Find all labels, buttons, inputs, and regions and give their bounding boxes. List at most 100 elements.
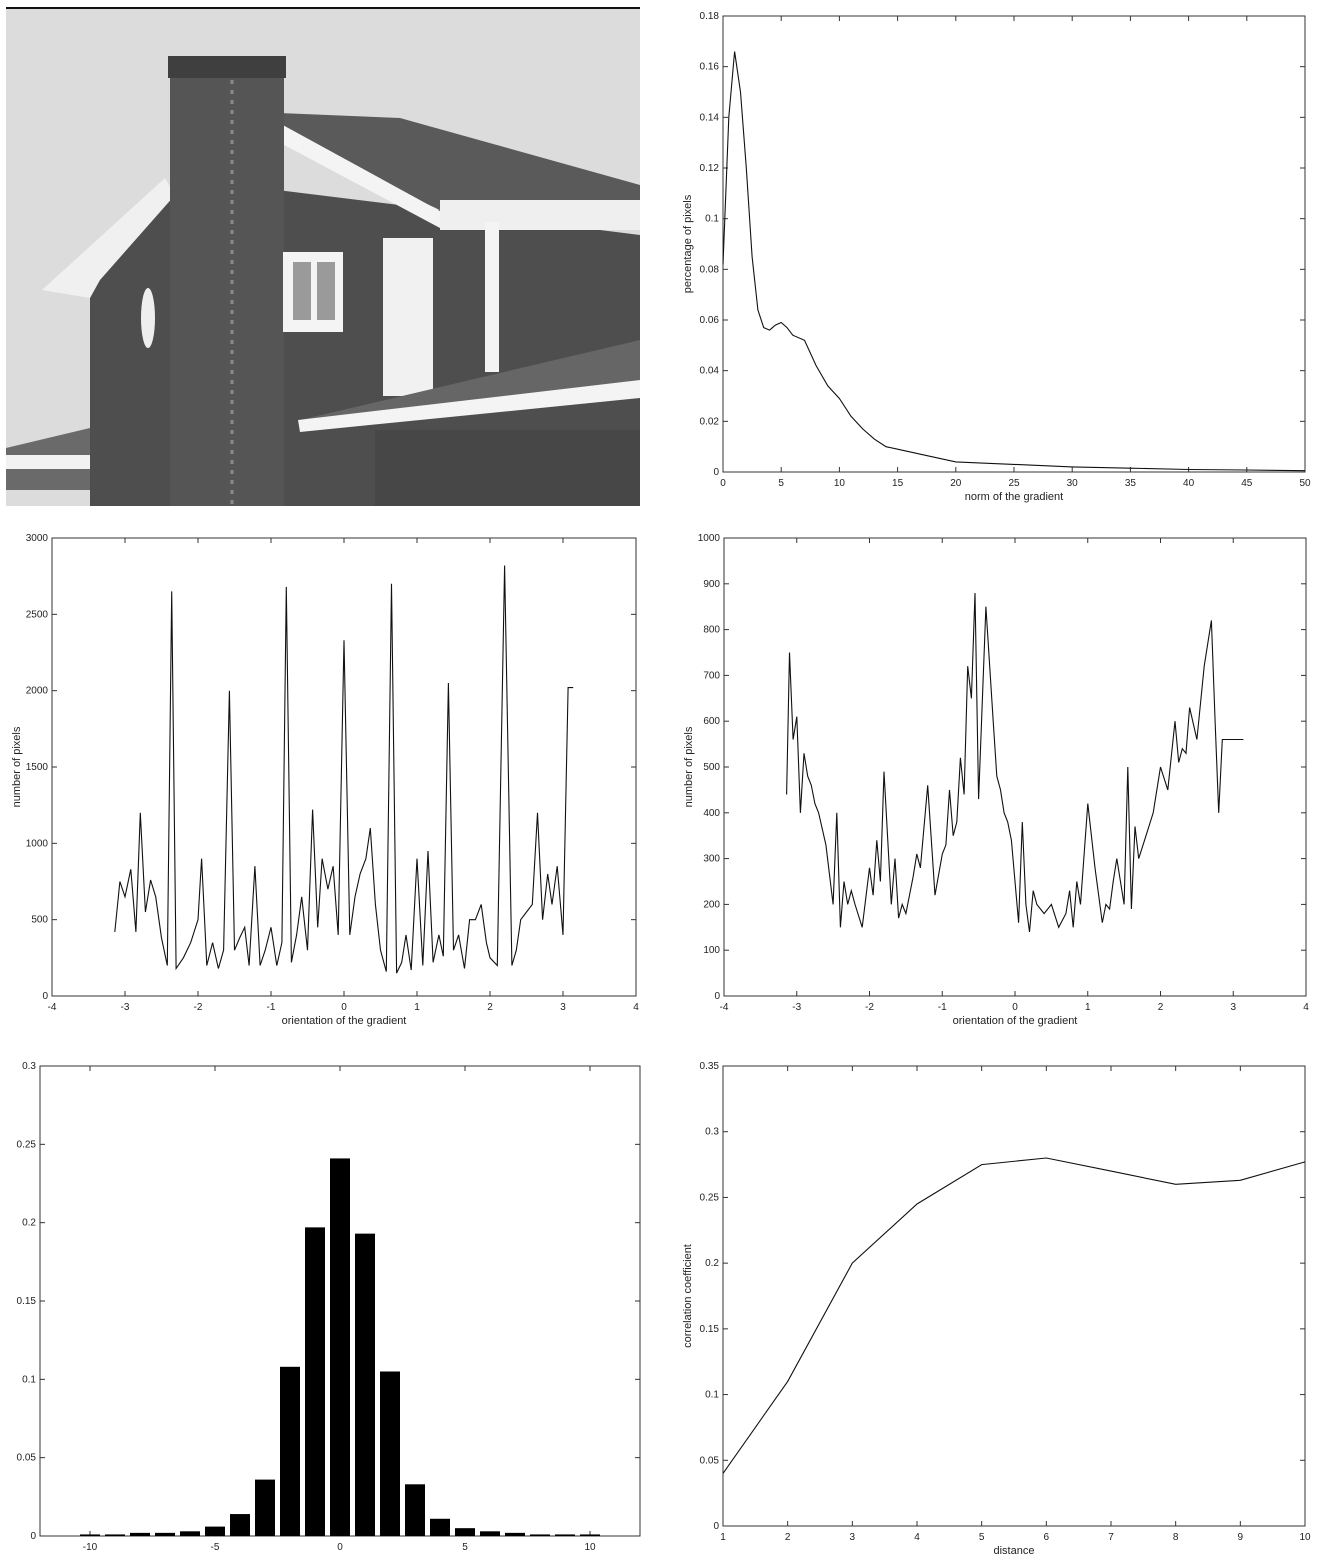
white-door [383,238,433,396]
downspout [485,222,499,372]
series-line [786,592,1244,932]
y-tick-label: 0.05 [700,1455,720,1466]
y-tick-label: 1500 [26,762,49,773]
x-tick-label: 4 [633,1002,639,1013]
y-tick-label: 0.12 [700,163,720,174]
x-tick-label: 9 [1238,1532,1244,1543]
x-tick-label: 1 [414,1002,420,1013]
y-axis-label: correlation coefficient [682,1244,694,1348]
x-tick-label: -1 [938,1002,947,1013]
y-tick-label: 0.2 [22,1218,36,1229]
x-tick-label: -5 [211,1542,220,1553]
bar [480,1531,500,1536]
x-tick-label: -3 [121,1002,130,1013]
x-axis-label: orientation of the gradient [953,1015,1078,1027]
y-tick-label: 700 [703,670,720,681]
y-tick-label: 1000 [698,533,721,544]
x-tick-label: 2 [1158,1002,1164,1013]
x-tick-label: -4 [720,1002,729,1013]
y-tick-label: 600 [703,716,720,727]
x-tick-label: -10 [83,1542,98,1553]
x-tick-label: -2 [194,1002,203,1013]
plot-frame [723,537,1307,997]
x-tick-label: 2 [785,1532,791,1543]
x-tick-label: -1 [267,1002,276,1013]
y-tick-label: 0.1 [705,1390,719,1401]
y-tick-label: 500 [31,915,48,926]
y-tick-label: 500 [703,762,720,773]
bar [330,1158,350,1536]
x-tick-label: 50 [1299,478,1311,489]
y-tick-label: 0.02 [700,416,720,427]
bar [230,1514,250,1536]
x-tick-label: 0 [337,1542,343,1553]
x-tick-label: 1 [1085,1002,1091,1013]
y-tick-label: 0.18 [700,11,720,22]
y-tick-label: 0.15 [700,1324,720,1335]
x-tick-label: 4 [1303,1002,1309,1013]
y-tick-label: 0.04 [700,366,720,377]
chart-correlation-coefficient: 1 2 3 4 5 6 7 8 9 10 0 0.05 0.1 0.15 0.2 0.25 0.3 0.35 dis… [682,1061,1311,1556]
chart-difference-histogram: -10 -5 0 5 10 0 0.05 0.1 0.15 0.2 0.25 0.3 [17,1061,641,1553]
y-tick-label: 1000 [26,838,49,849]
y-tick-label: 0.1 [22,1374,36,1385]
y-tick-label: 900 [703,579,720,590]
y-tick-label: 400 [703,808,720,819]
y-tick-label: 0.35 [700,1061,720,1072]
x-tick-label: 40 [1183,478,1195,489]
x-tick-label: 20 [950,478,962,489]
plot-frame [722,15,1306,473]
x-tick-label: 8 [1173,1532,1179,1543]
series-line [722,1157,1306,1474]
bar [130,1532,150,1536]
x-tick-label: 15 [892,478,904,489]
bar [355,1233,375,1536]
x-tick-label: -4 [48,1002,57,1013]
bar [105,1534,125,1536]
plot-frame [722,1065,1306,1527]
bar [455,1528,475,1536]
house-photo [6,7,640,506]
y-tick-label: 200 [703,899,720,910]
x-axis-label: orientation of the gradient [282,1015,407,1027]
y-tick-label: 0.2 [705,1258,719,1269]
bar [180,1531,200,1536]
y-tick-label: 0.25 [700,1192,720,1203]
x-tick-label: 4 [914,1532,920,1543]
y-tick-label: 0.1 [705,214,719,225]
bar [555,1534,575,1536]
y-tick-label: 0.06 [700,315,720,326]
x-tick-label: 7 [1108,1532,1114,1543]
y-tick-label: 0.3 [22,1061,36,1072]
chart-orientation-spiky: -4 -3 -2 -1 0 1 2 3 4 0 500 1000 1500 2000 2500 3000 ori… [11,533,639,1027]
x-axis-label: distance [994,1545,1035,1556]
bar [255,1479,275,1536]
chimney [170,58,284,506]
x-tick-label: 5 [778,478,784,489]
y-tick-label: 0 [713,467,719,478]
x-tick-label: 3 [1230,1002,1236,1013]
bar [280,1366,300,1536]
chart-orientation-smooth: -4 -3 -2 -1 0 1 2 3 4 0 100 200 300 400 500 600 700 800 90… [683,533,1309,1027]
x-tick-label: 6 [1044,1532,1050,1543]
bar [205,1526,225,1536]
x-tick-label: 10 [584,1542,596,1553]
x-tick-label: 25 [1008,478,1020,489]
y-tick-label: 100 [703,945,720,956]
y-tick-label: 0 [30,1531,36,1542]
x-tick-label: 0 [1012,1002,1018,1013]
x-tick-label: -2 [865,1002,874,1013]
roof [255,112,640,225]
bar [405,1484,425,1536]
y-tick-label: 300 [703,854,720,865]
bar [580,1534,600,1536]
x-tick-label: 3 [850,1532,856,1543]
bar [80,1534,100,1536]
x-tick-label: 5 [462,1542,468,1553]
y-tick-label: 0 [713,1521,719,1532]
bar [380,1371,400,1536]
y-axis-label: number of pixels [11,726,23,807]
series-line [114,565,574,974]
y-tick-label: 0.15 [17,1296,37,1307]
